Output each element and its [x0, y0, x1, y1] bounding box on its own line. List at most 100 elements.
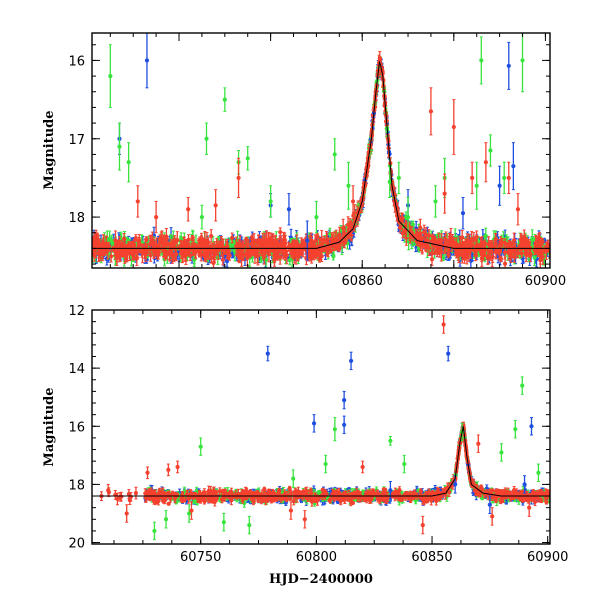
- outlier-point-green: [536, 463, 541, 483]
- data-point-red: [228, 491, 233, 497]
- y-tick-label: 18: [68, 478, 85, 493]
- outlier-point-red: [175, 460, 180, 474]
- bottom-ylabel: Magnitude: [42, 387, 57, 466]
- data-point-red: [244, 495, 249, 501]
- outlier-point-red: [154, 200, 159, 234]
- x-tick-label: 60850: [411, 550, 452, 565]
- data-point-green: [441, 254, 446, 262]
- outlier-point-blue: [460, 197, 466, 230]
- outlier-point-green: [199, 204, 205, 230]
- outlier-point-blue: [529, 417, 534, 436]
- outlier-point-green: [396, 161, 401, 195]
- data-point-red: [474, 230, 479, 244]
- data-point-red: [288, 490, 294, 496]
- data-point-red: [313, 494, 318, 500]
- outlier-point-green: [268, 185, 273, 218]
- outlier-point-red: [106, 483, 111, 497]
- data-point-red: [202, 499, 207, 504]
- data-point-red: [182, 497, 187, 503]
- outlier-point-green: [433, 185, 438, 218]
- data-point-red: [424, 498, 429, 504]
- data-point-red: [350, 500, 356, 506]
- outlier-point-red: [442, 173, 447, 214]
- x-tick-label: 60880: [433, 274, 474, 289]
- outlier-point-green: [402, 454, 407, 474]
- outlier-point-red: [428, 87, 434, 136]
- outlier-point-green: [388, 435, 393, 446]
- bottom-plot-frame: [91, 309, 551, 545]
- outlier-point-red: [420, 515, 425, 535]
- data-point-red: [227, 250, 232, 261]
- data-point-red: [133, 234, 138, 242]
- panel-top: 60820 60840 60860 60880 60900 16 17 18 Magnitud…: [42, 32, 566, 289]
- outlier-point-red: [133, 486, 139, 500]
- y-tick-label: 17: [68, 133, 85, 148]
- outlier-point-green: [108, 44, 113, 108]
- data-point-green: [317, 489, 322, 495]
- y-tick-label: 18: [68, 211, 85, 226]
- outlier-point-blue: [506, 41, 511, 90]
- outlier-point-green: [117, 122, 122, 171]
- outlier-point-green: [198, 437, 203, 456]
- outlier-point-green: [152, 521, 157, 541]
- data-point-red: [288, 496, 293, 501]
- x-tick-label: 60820: [158, 274, 199, 289]
- outlier-point-green: [520, 33, 525, 93]
- outlier-point-green: [163, 510, 169, 529]
- outlier-point-red: [213, 189, 218, 222]
- outlier-point-red: [451, 99, 456, 155]
- x-tick-label: 60860: [342, 274, 383, 289]
- outlier-point-green: [332, 417, 337, 442]
- outlier-point-green: [346, 161, 351, 210]
- outlier-point-green: [221, 512, 226, 532]
- data-point-red: [331, 490, 337, 495]
- panel-bottom: 60750 60800 60850 60900 12 14 16 18 20 Magnitude…: [42, 304, 568, 587]
- data-point-red: [400, 213, 405, 224]
- outlier-point-blue: [311, 414, 317, 433]
- y-tick-label: 16: [68, 54, 85, 69]
- outlier-point-red: [483, 142, 488, 183]
- data-point-red: [435, 497, 440, 502]
- data-point-red: [317, 494, 323, 499]
- data-point-red: [209, 229, 214, 243]
- outlier-point-red: [302, 510, 307, 529]
- outlier-point-green: [332, 138, 337, 171]
- outlier-point-green: [323, 454, 328, 474]
- x-tick-label: 60900: [525, 274, 566, 289]
- bottom-xlabel: HJD−2400000: [269, 572, 373, 587]
- x-tick-label: 60750: [180, 550, 221, 565]
- data-point-red: [251, 499, 256, 505]
- outlier-point-blue: [265, 345, 270, 362]
- y-tick-label: 14: [68, 362, 85, 377]
- outlier-point-green: [513, 419, 518, 439]
- outlier-point-green: [314, 200, 319, 234]
- outlier-point-green: [474, 161, 479, 210]
- top-ylabel: Magnitude: [42, 110, 57, 189]
- outlier-point-red: [490, 507, 495, 526]
- y-tick-label: 12: [68, 304, 85, 319]
- outlier-point-green: [499, 443, 504, 462]
- outlier-point-green: [520, 376, 525, 395]
- data-point-red: [446, 251, 451, 259]
- outlier-point-green: [479, 36, 484, 85]
- y-tick-label: 20: [68, 537, 85, 552]
- outlier-point-red: [441, 315, 446, 334]
- outlier-point-red: [506, 161, 511, 195]
- data-point-red: [229, 232, 235, 244]
- data-point-red: [211, 496, 216, 502]
- outlier-point-red: [186, 197, 191, 222]
- data-point-red: [286, 241, 291, 252]
- outlier-point-red: [135, 185, 140, 218]
- data-point-red: [248, 489, 253, 494]
- outlier-point-blue: [286, 193, 292, 226]
- outlier-point-red: [145, 466, 150, 480]
- outlier-point-green: [502, 161, 507, 195]
- y-tick-label: 16: [68, 420, 85, 435]
- bottom-axes: 60750 60800 60850 60900 12 14 16 18 20: [68, 304, 568, 565]
- x-tick-label: 60840: [250, 274, 291, 289]
- outlier-point-blue: [342, 415, 347, 435]
- outlier-point-red: [515, 193, 521, 226]
- outlier-point-green: [488, 134, 493, 167]
- outlier-point-green: [247, 515, 252, 535]
- outlier-point-red: [166, 463, 171, 477]
